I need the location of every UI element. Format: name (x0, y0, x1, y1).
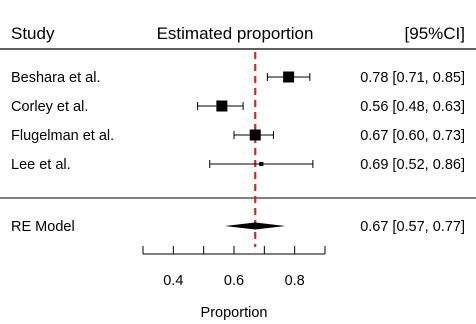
point-estimate (216, 100, 228, 112)
summary-label: RE Model (11, 219, 75, 235)
ci-text: 0.67 [0.60, 0.73] (360, 128, 465, 144)
x-axis-label: Proportion (201, 305, 268, 321)
ci-text: 0.69 [0.52, 0.86] (360, 157, 465, 173)
x-tick-label: 0.4 (163, 273, 183, 289)
summary-diamond (224, 222, 286, 230)
ci-text: 0.78 [0.71, 0.85] (360, 70, 465, 86)
summary-ci-text: 0.67 [0.57, 0.77] (360, 219, 465, 235)
study-label: Corley et al. (11, 99, 88, 115)
study-label: Beshara et al. (11, 70, 100, 86)
point-estimate (283, 71, 295, 83)
study-label: Lee et al. (11, 157, 71, 173)
header-estimate: Estimated proportion (157, 24, 314, 43)
header-ci: [95%CI] (405, 24, 465, 43)
point-estimate (249, 129, 261, 141)
point-estimate (259, 161, 264, 167)
study-label: Flugelman et al. (11, 128, 114, 144)
x-tick-label: 0.6 (224, 273, 244, 289)
header-study: Study (11, 24, 55, 43)
ci-text: 0.56 [0.48, 0.63] (360, 99, 465, 115)
x-tick-label: 0.8 (285, 273, 305, 289)
